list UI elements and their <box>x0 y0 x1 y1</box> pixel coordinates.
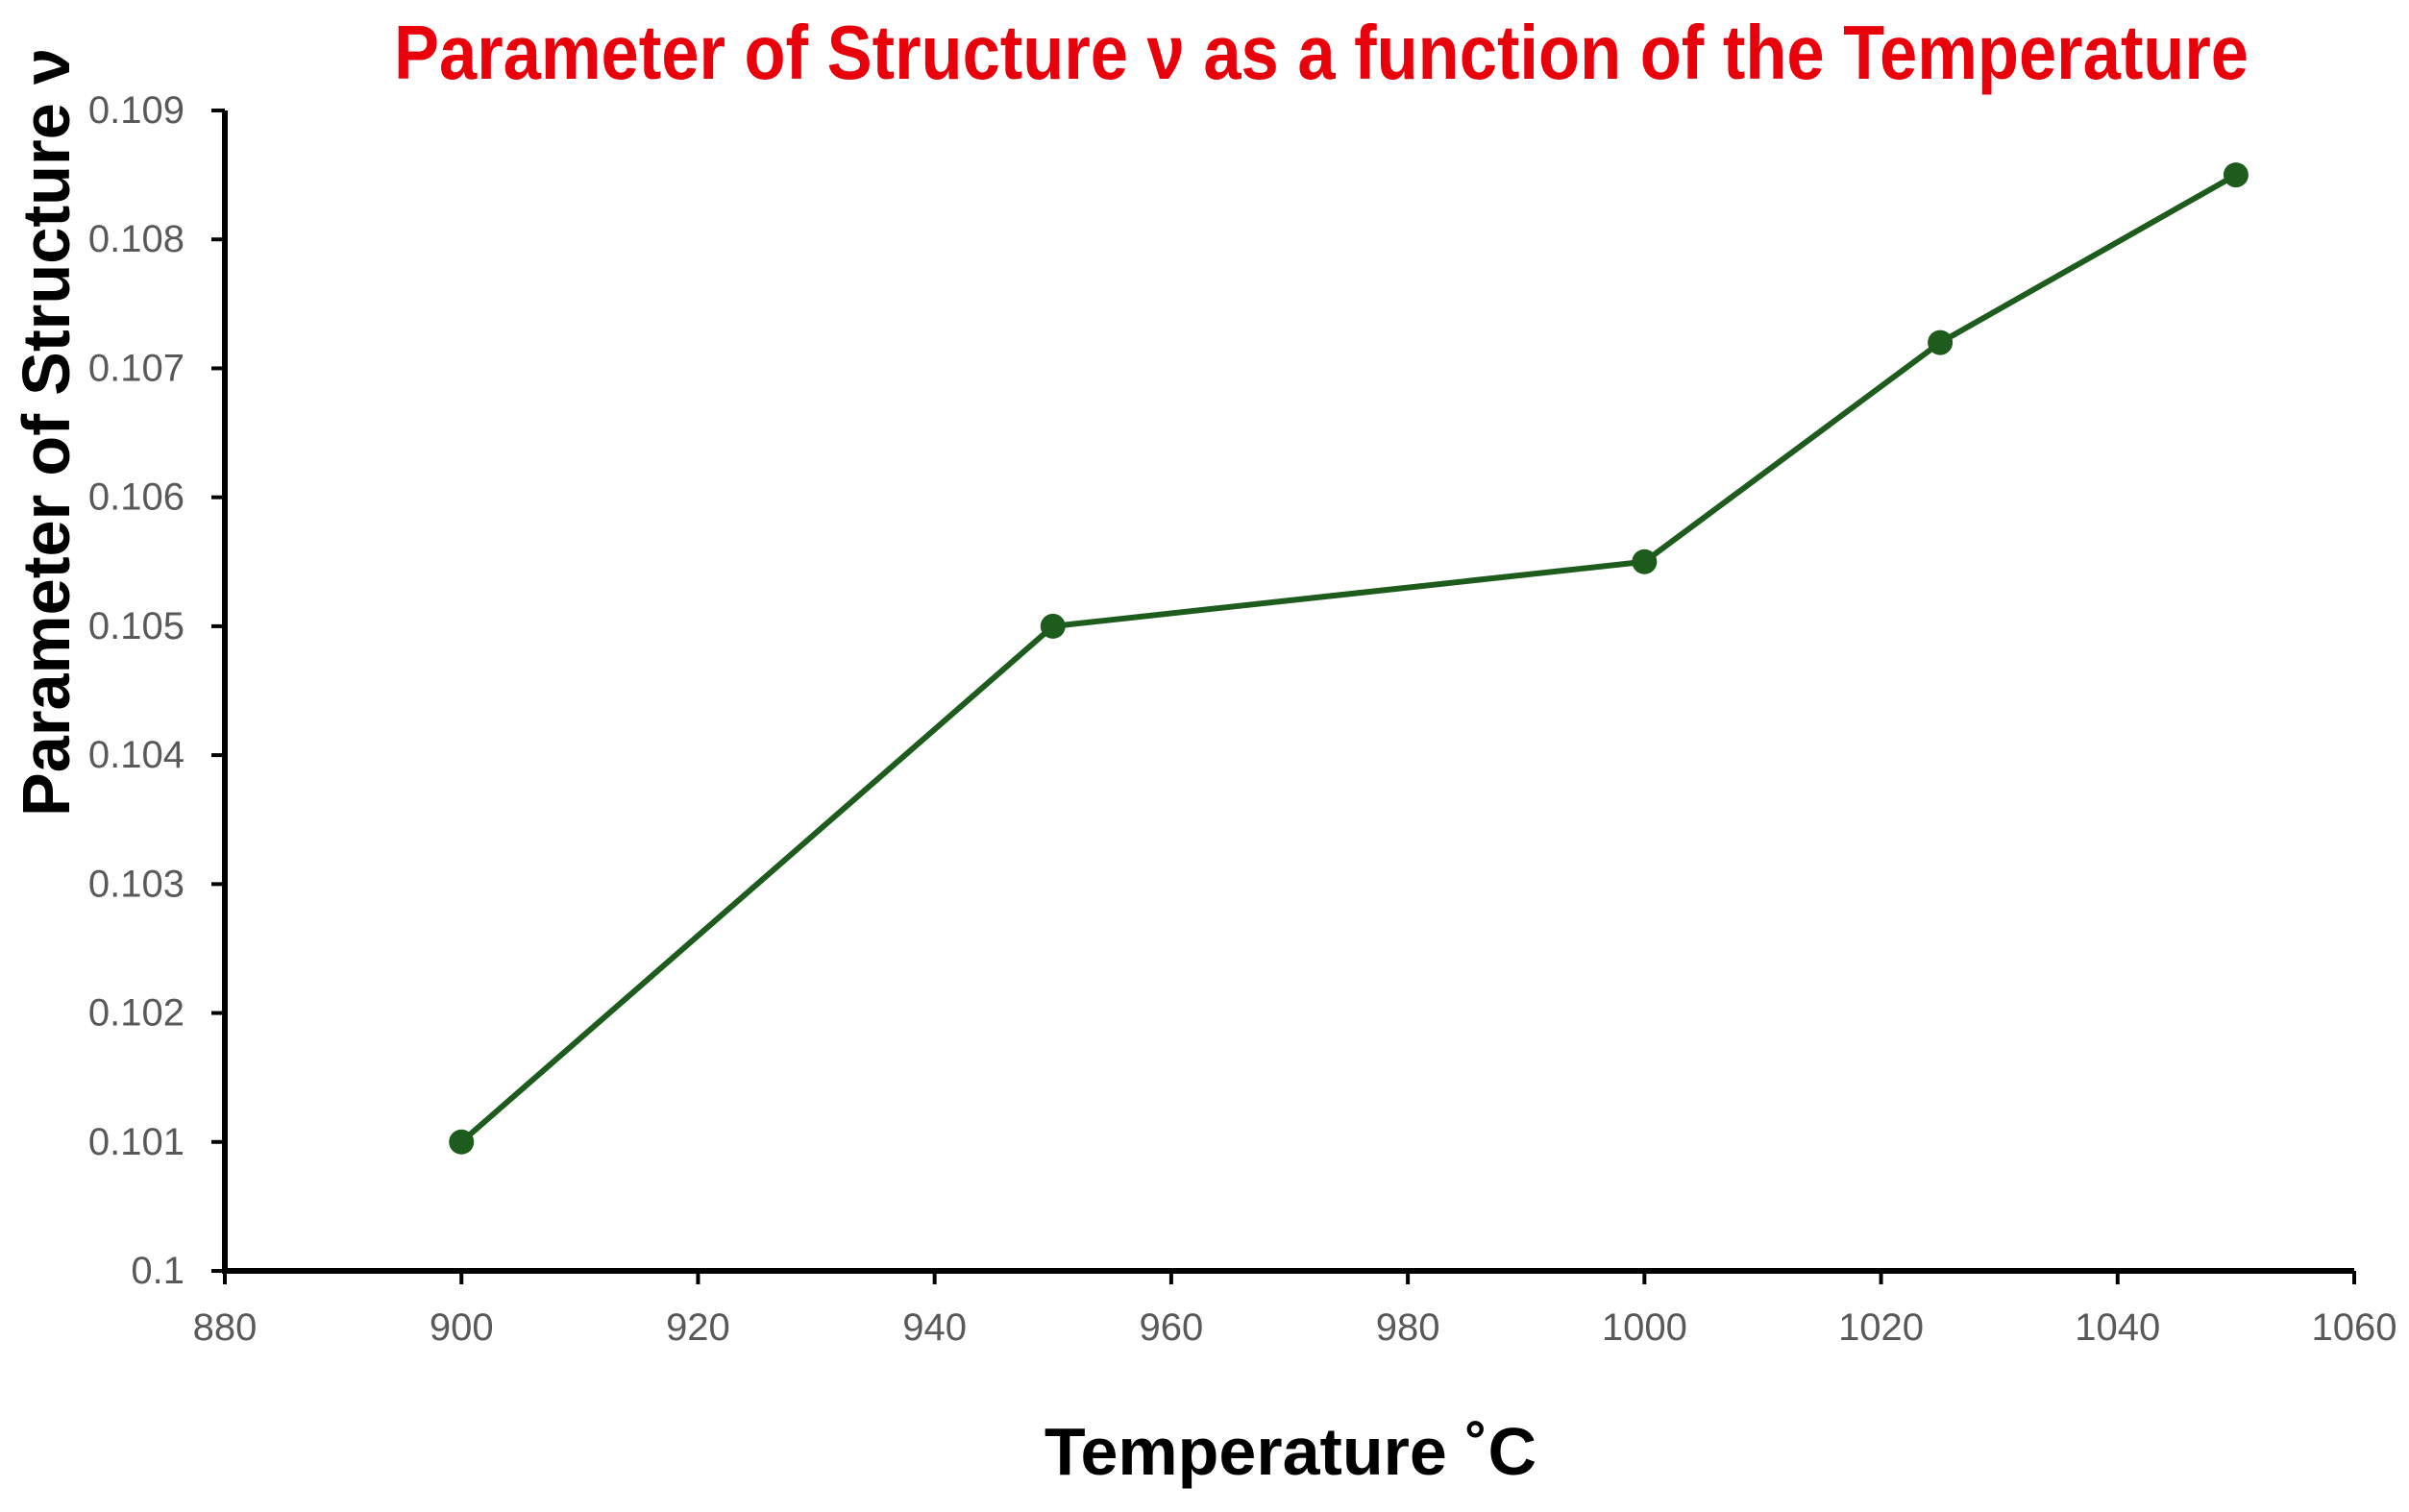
x-tick-label: 1020 <box>1838 1306 1924 1349</box>
data-point <box>1040 613 1066 639</box>
plot-area <box>449 162 2249 1155</box>
y-tick-label: 0.1 <box>131 1250 184 1292</box>
data-point <box>2223 162 2249 188</box>
y-tick-label: 0.101 <box>88 1121 184 1163</box>
x-tick-label: 900 <box>430 1306 494 1349</box>
data-point <box>1632 549 1658 574</box>
y-axis-title: Parameter of Structure ν <box>9 48 84 817</box>
y-tick-label: 0.107 <box>88 347 184 389</box>
data-point <box>449 1129 475 1155</box>
x-tick-label: 940 <box>902 1306 967 1349</box>
axes <box>222 110 2354 1274</box>
x-tick-label: 980 <box>1376 1306 1440 1349</box>
x-tick-label: 1060 <box>2312 1306 2397 1349</box>
y-tick-label: 0.105 <box>88 605 184 647</box>
y-tick-label: 0.108 <box>88 218 184 260</box>
x-axis-title: Temperature ˚C <box>1045 1414 1536 1489</box>
y-tick-label: 0.104 <box>88 734 184 776</box>
y-ticks: 0.1 0.101 0.102 0.103 0.104 0.105 0.106 0.107 0.… <box>88 89 225 1292</box>
x-tick-label: 960 <box>1140 1306 1204 1349</box>
y-tick-label: 0.103 <box>88 863 184 905</box>
y-tick-label: 0.109 <box>88 89 184 132</box>
chart-title: Parameter of Structure ν as a function o… <box>394 10 2249 95</box>
series-line <box>458 172 2239 1145</box>
x-ticks: 880 900 920 940 960 980 1000 1020 1040 1060 <box>193 1271 2397 1349</box>
x-tick-label: 920 <box>666 1306 730 1349</box>
y-tick-label: 0.102 <box>88 992 184 1035</box>
x-tick-label: 1040 <box>2075 1306 2160 1349</box>
data-point <box>1928 329 1954 355</box>
x-tick-label: 880 <box>193 1306 258 1349</box>
y-tick-label: 0.106 <box>88 476 184 519</box>
x-tick-label: 1000 <box>1602 1306 1687 1349</box>
